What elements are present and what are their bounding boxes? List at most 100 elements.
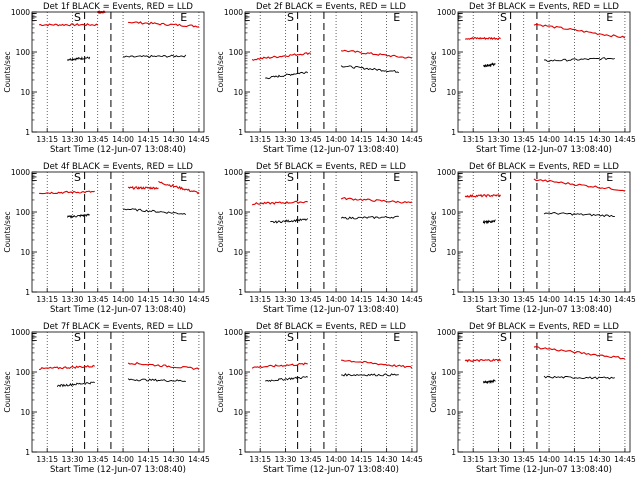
x-tick-label: 14:15 bbox=[351, 455, 373, 464]
plot-frame bbox=[31, 171, 205, 293]
event-marker-s: S bbox=[500, 331, 507, 344]
x-tick-label: 14:15 bbox=[138, 455, 160, 464]
chart-panel-8: Det 8f BLACK = Events, RED = LLD 1 10 100 10… bbox=[213, 320, 426, 480]
event-marker-e: E bbox=[457, 171, 464, 184]
y-tick-label: 10 bbox=[233, 408, 243, 417]
y-tick-label: 100 bbox=[442, 48, 457, 57]
lld-series-line bbox=[340, 49, 413, 59]
x-tick-label: 14:30 bbox=[163, 135, 185, 144]
x-tick-label: 13:45 bbox=[87, 295, 109, 304]
x-tick-label: 14:00 bbox=[325, 455, 347, 464]
lld-series-line bbox=[533, 346, 626, 360]
x-tick-label: 13:45 bbox=[300, 295, 322, 304]
y-tick-label: 1 bbox=[451, 128, 456, 137]
x-tick-label: 14:15 bbox=[564, 295, 586, 304]
event-marker-e: E bbox=[180, 11, 187, 24]
event-marker-s: S bbox=[74, 11, 81, 24]
y-axis-label: Counts/sec bbox=[429, 371, 438, 412]
lld-series-line bbox=[127, 186, 159, 190]
y-tick-label: 1 bbox=[25, 448, 30, 457]
x-tick-label: 13:45 bbox=[513, 295, 535, 304]
x-tick-label: 14:15 bbox=[138, 135, 160, 144]
event-marker-s: S bbox=[287, 171, 294, 184]
x-axis-label: Start Time (12-Jun-07 13:08:40) bbox=[50, 465, 186, 475]
x-tick-label: 13:45 bbox=[87, 455, 109, 464]
x-tick-label: 13:30 bbox=[275, 295, 297, 304]
x-tick-label: 13:15 bbox=[249, 295, 271, 304]
chart-title: Det 1f BLACK = Events, RED = LLD bbox=[43, 2, 193, 12]
x-tick-label: 13:30 bbox=[275, 135, 297, 144]
lld-series-line bbox=[251, 200, 308, 206]
lld-series-line bbox=[533, 178, 626, 192]
x-tick-label: 14:00 bbox=[325, 135, 347, 144]
event-marker-s: S bbox=[500, 11, 507, 24]
plot-frame bbox=[457, 11, 631, 133]
plot-frame bbox=[244, 171, 418, 293]
lld-series-line bbox=[340, 196, 413, 204]
chart-panel-7: Det 7f BLACK = Events, RED = LLD 1 10 100 10… bbox=[0, 320, 213, 480]
chart-title: Det 8f BLACK = Events, RED = LLD bbox=[256, 322, 406, 332]
chart-svg: Det 6f BLACK = Events, RED = LLD 1 10 100 10… bbox=[429, 162, 636, 315]
x-tick-label: 14:15 bbox=[564, 135, 586, 144]
chart-svg: Det 4f BLACK = Events, RED = LLD 1 10 100 10… bbox=[3, 162, 210, 315]
event-marker-s: S bbox=[287, 11, 294, 24]
chart-title: Det 9f BLACK = Events, RED = LLD bbox=[469, 322, 619, 332]
events-series-line bbox=[543, 57, 615, 62]
y-tick-label: 1000 bbox=[437, 328, 456, 337]
x-tick-label: 13:15 bbox=[462, 295, 484, 304]
lld-series-line bbox=[465, 36, 501, 41]
events-series-line bbox=[340, 65, 399, 74]
x-tick-label: 14:45 bbox=[614, 295, 636, 304]
event-marker-e: E bbox=[31, 11, 38, 24]
event-marker-e: E bbox=[606, 171, 613, 184]
x-tick-label: 13:15 bbox=[249, 135, 271, 144]
y-tick-label: 1000 bbox=[11, 168, 30, 177]
plot-frame bbox=[457, 171, 631, 293]
plot-frame bbox=[31, 331, 205, 453]
x-tick-label: 13:45 bbox=[300, 455, 322, 464]
lld-series-line bbox=[464, 358, 501, 363]
y-tick-label: 100 bbox=[229, 368, 244, 377]
y-axis-label: Counts/sec bbox=[216, 371, 225, 412]
lld-series-line bbox=[251, 52, 311, 61]
chart-panel-6: Det 6f BLACK = Events, RED = LLD 1 10 100 10… bbox=[426, 160, 639, 320]
chart-svg: Det 5f BLACK = Events, RED = LLD 1 10 100 10… bbox=[216, 162, 423, 315]
events-series-line bbox=[67, 56, 91, 62]
y-tick-label: 100 bbox=[229, 208, 244, 217]
chart-svg: Det 7f BLACK = Events, RED = LLD 1 10 100 10… bbox=[3, 322, 210, 475]
chart-svg: Det 2f BLACK = Events, RED = LLD 1 10 100 10… bbox=[216, 2, 423, 155]
lld-series-line bbox=[39, 23, 99, 27]
chart-title: Det 3f BLACK = Events, RED = LLD bbox=[469, 2, 619, 12]
x-axis-label: Start Time (12-Jun-07 13:08:40) bbox=[476, 145, 612, 155]
y-tick-label: 1 bbox=[238, 288, 243, 297]
x-tick-label: 14:45 bbox=[614, 455, 636, 464]
event-marker-e: E bbox=[244, 171, 251, 184]
plot-frame bbox=[244, 331, 418, 453]
event-marker-e: E bbox=[393, 11, 400, 24]
events-series-line bbox=[482, 219, 496, 225]
x-tick-label: 14:30 bbox=[163, 295, 185, 304]
plot-frame bbox=[244, 11, 418, 133]
x-axis-label: Start Time (12-Jun-07 13:08:40) bbox=[50, 145, 186, 155]
event-marker-e: E bbox=[606, 331, 613, 344]
y-tick-label: 100 bbox=[16, 208, 31, 217]
lld-series-line bbox=[38, 364, 95, 371]
x-tick-label: 14:45 bbox=[188, 135, 210, 144]
events-series-line bbox=[341, 373, 399, 377]
x-tick-label: 13:30 bbox=[488, 295, 510, 304]
y-tick-label: 1000 bbox=[437, 8, 456, 17]
event-marker-s: S bbox=[500, 171, 507, 184]
y-tick-label: 10 bbox=[446, 248, 456, 257]
event-marker-e: E bbox=[393, 331, 400, 344]
chart-svg: Det 8f BLACK = Events, RED = LLD 1 10 100 10… bbox=[216, 322, 423, 475]
x-axis-label: Start Time (12-Jun-07 13:08:40) bbox=[263, 145, 399, 155]
y-tick-label: 100 bbox=[16, 48, 31, 57]
events-series-line bbox=[66, 213, 90, 219]
y-tick-label: 10 bbox=[233, 248, 243, 257]
events-series-line bbox=[56, 381, 95, 388]
event-marker-e: E bbox=[31, 331, 38, 344]
y-tick-label: 10 bbox=[233, 88, 243, 97]
event-marker-e: E bbox=[31, 171, 38, 184]
y-axis-label: Counts/sec bbox=[429, 51, 438, 92]
